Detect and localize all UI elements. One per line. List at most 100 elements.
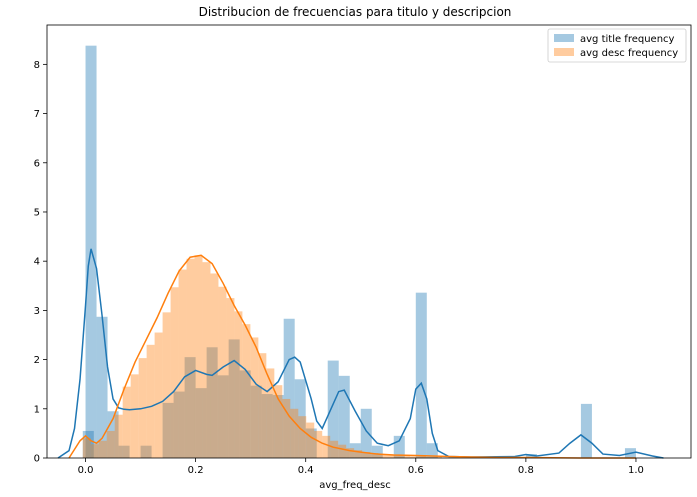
y-tick-label: 3 <box>34 306 40 317</box>
histogram-bar <box>360 408 372 458</box>
histogram-bar <box>122 386 131 458</box>
x-tick-label: 0.6 <box>408 465 424 476</box>
legend-swatch <box>554 48 574 56</box>
histogram-bar <box>250 385 262 458</box>
histogram-bar <box>306 422 315 458</box>
legend: avg title frequency avg desc frequency <box>547 28 687 63</box>
legend-box <box>547 28 687 63</box>
chart-title: Distribucion de frecuencias para titulo … <box>199 5 512 19</box>
histogram-bar <box>410 456 418 458</box>
x-tick-label: 1.0 <box>628 465 644 476</box>
histogram-bar <box>239 370 251 458</box>
histogram-bar <box>346 448 355 458</box>
histogram-bar <box>272 395 284 458</box>
histogram-bar <box>298 416 307 458</box>
histogram-bar <box>274 385 283 458</box>
histogram-bar <box>425 457 434 458</box>
histogram-bar <box>433 457 442 458</box>
plot-frame <box>46 24 692 459</box>
histogram-bar <box>130 374 139 458</box>
histogram-bar <box>290 408 299 458</box>
histogram-bar <box>96 316 108 458</box>
histogram-bar <box>195 388 207 458</box>
histogram-bar <box>426 443 438 458</box>
histogram-bar <box>118 445 130 458</box>
histogram-bar <box>580 403 592 459</box>
x-tick-label: 0.8 <box>518 465 534 476</box>
histogram-bar <box>217 375 229 458</box>
plot-area <box>57 45 664 459</box>
histogram-bar <box>415 292 427 458</box>
histogram-bar <box>234 311 243 458</box>
histogram-bar <box>226 298 235 458</box>
histogram-bar <box>371 445 383 458</box>
histogram-bar <box>178 269 187 458</box>
y-tick-label: 7 <box>34 109 40 120</box>
series-1-bars <box>82 255 442 458</box>
series-0-kde-line <box>57 248 664 459</box>
histogram-bar <box>106 430 115 458</box>
histogram-bar <box>218 286 227 458</box>
histogram-bar <box>402 456 411 458</box>
histogram-bar <box>354 450 363 458</box>
histogram-bar <box>314 430 323 458</box>
histogram-bar <box>338 444 347 458</box>
x-axis-label: avg_freq_desc <box>319 480 391 491</box>
legend-swatch <box>554 34 574 42</box>
histogram-bar <box>417 456 426 458</box>
y-tick-label: 4 <box>34 257 40 268</box>
histogram-bar <box>258 353 267 458</box>
histogram-bar <box>173 391 185 458</box>
series-1-kde-line <box>68 254 636 459</box>
x-tick-label: 0.4 <box>298 465 314 476</box>
y-axis: 0 1 2 3 4 5 6 7 8 <box>34 60 47 465</box>
histogram-bar <box>228 339 240 458</box>
histogram-bar <box>261 394 273 458</box>
histogram-bar <box>378 454 387 458</box>
y-tick-label: 2 <box>34 355 40 366</box>
histogram-bar <box>294 379 306 458</box>
histogram-bar <box>282 398 291 458</box>
histogram-bar <box>394 455 403 458</box>
histogram-bar <box>283 318 295 458</box>
histogram-bar <box>90 444 99 458</box>
legend-label: avg desc frequency <box>580 48 678 59</box>
histogram-bar <box>146 344 155 458</box>
y-tick-label: 6 <box>34 158 40 169</box>
histogram-bar <box>98 440 107 458</box>
y-tick-label: 8 <box>34 60 40 71</box>
histogram-bar <box>114 414 123 458</box>
histogram-bar <box>206 347 218 458</box>
x-axis: 0.0 0.2 0.4 0.6 0.8 1.0 <box>78 458 644 476</box>
histogram-bar <box>82 438 91 458</box>
x-tick-label: 0.2 <box>188 465 204 476</box>
y-tick-label: 1 <box>34 404 40 415</box>
histogram-bar <box>184 357 196 458</box>
histogram-bar <box>370 453 379 458</box>
histogram-bar <box>210 273 219 458</box>
histogram-bar <box>154 332 163 458</box>
histogram-bar <box>338 375 350 458</box>
histogram-bar <box>242 324 251 458</box>
histogram-bar <box>162 312 171 458</box>
histogram-bar <box>162 402 174 458</box>
histogram-bar <box>186 258 195 458</box>
histogram-bar <box>362 452 371 458</box>
histogram-bar <box>327 360 339 458</box>
histogram-bar <box>322 435 331 458</box>
legend-label: avg title frequency <box>580 34 675 45</box>
histogram-bar <box>266 368 275 458</box>
histogram-bar <box>194 255 203 458</box>
histogram-bar <box>140 445 152 458</box>
histogram-bar <box>202 262 211 458</box>
y-tick-label: 5 <box>34 207 40 218</box>
y-tick-label: 0 <box>34 454 40 465</box>
histogram-bar <box>330 440 339 458</box>
histogram-bar <box>107 411 119 458</box>
histogram-bar <box>170 287 179 458</box>
histogram-bar <box>393 435 405 458</box>
histogram-bar <box>250 337 259 458</box>
histogram-bar <box>82 430 94 458</box>
